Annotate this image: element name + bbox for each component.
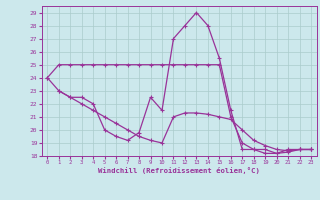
X-axis label: Windchill (Refroidissement éolien,°C): Windchill (Refroidissement éolien,°C) <box>98 167 260 174</box>
